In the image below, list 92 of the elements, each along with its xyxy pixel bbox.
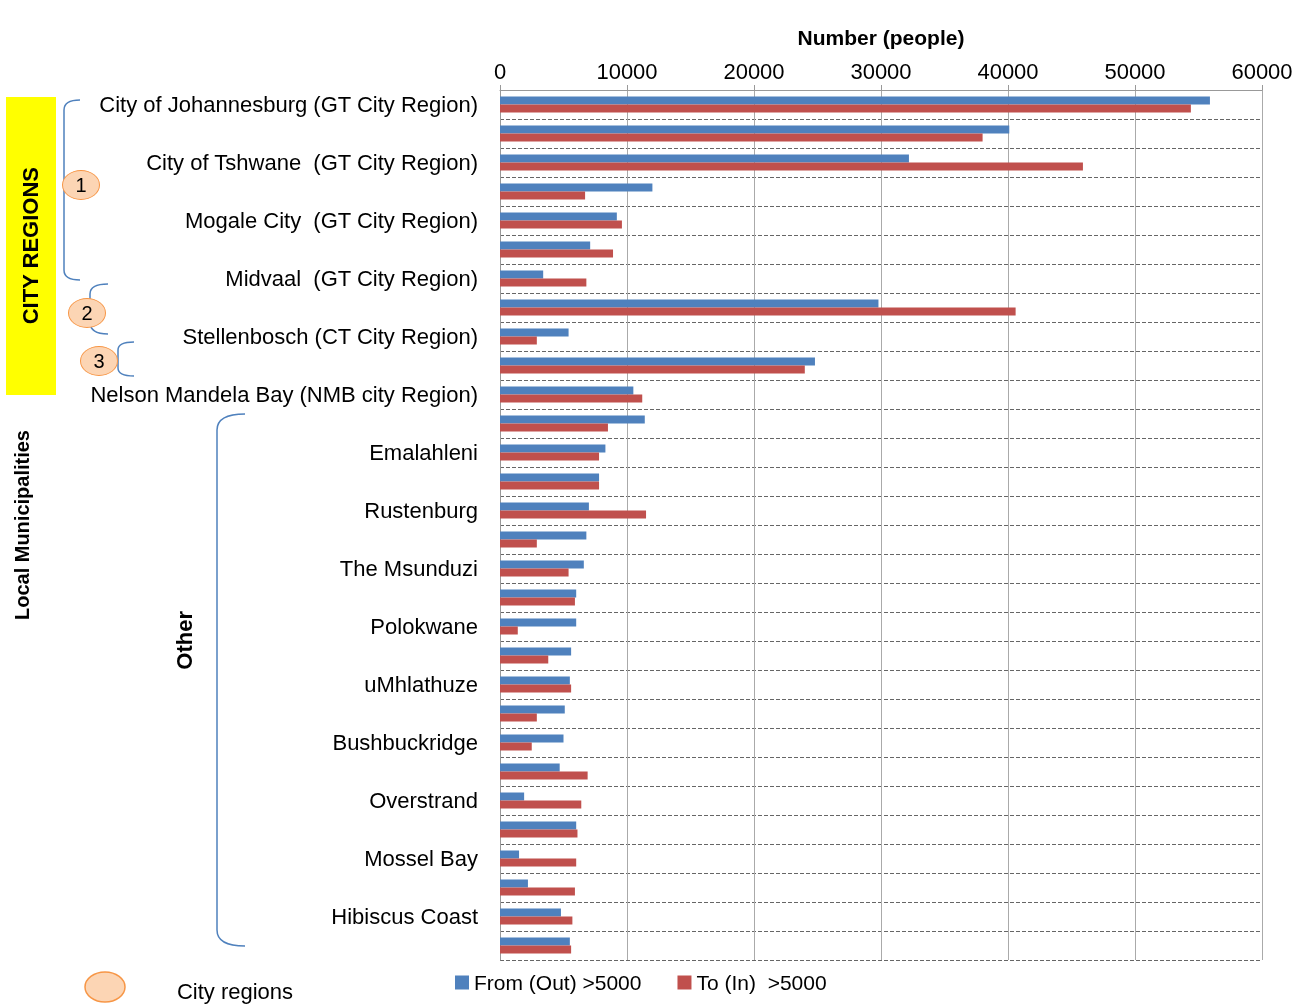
bar — [500, 96, 1210, 105]
text: Other — [172, 610, 198, 670]
bar — [500, 626, 518, 635]
y-tick-label: Bushbuckridge — [332, 730, 478, 755]
y-tick-label: Polokwane — [370, 614, 478, 639]
bar — [500, 879, 528, 888]
bar — [500, 415, 645, 424]
text: Local Municipalities — [10, 429, 34, 621]
bar — [500, 908, 561, 917]
bar — [500, 133, 983, 142]
text: 1 — [75, 173, 87, 197]
y-tick-label: Midvaal (GT City Region) — [225, 266, 478, 291]
bar — [500, 618, 577, 627]
y-tick-label: Stellenbosch (CT City Region) — [182, 324, 478, 349]
bar — [500, 307, 1016, 316]
x-tick-label: 10000 — [596, 58, 658, 84]
bar — [500, 684, 572, 693]
x-tick-label: 60000 — [1231, 58, 1293, 84]
text: 2 — [81, 301, 93, 325]
bar — [500, 328, 569, 337]
bar — [500, 800, 582, 809]
bar — [500, 154, 909, 163]
x-axis-title: Number (people) — [797, 26, 965, 49]
bar — [500, 742, 532, 751]
y-tick-label: Mossel Bay — [364, 846, 478, 871]
x-tick-label: 0 — [493, 58, 507, 84]
bar — [500, 858, 577, 867]
y-tick-label: Rustenburg — [364, 498, 478, 523]
bar — [500, 502, 589, 511]
bar — [500, 299, 879, 308]
bar — [500, 531, 587, 540]
x-tick-label: 20000 — [723, 58, 785, 84]
bar — [500, 278, 587, 287]
bar — [500, 771, 588, 780]
bar — [500, 560, 584, 569]
bar — [500, 539, 537, 548]
y-tick-label: Overstrand — [369, 788, 478, 813]
bar — [500, 191, 586, 200]
bar — [500, 945, 572, 954]
bar — [500, 713, 537, 722]
bar — [500, 444, 606, 453]
bar — [500, 220, 622, 229]
bar — [500, 647, 572, 656]
x-tick-label: 50000 — [1104, 58, 1166, 84]
bar — [500, 104, 1191, 113]
bar — [500, 125, 1010, 134]
text: 3 — [93, 349, 105, 373]
bar — [500, 916, 573, 925]
bar — [500, 249, 614, 258]
bar — [500, 597, 575, 606]
bar — [500, 423, 608, 432]
bar — [500, 183, 653, 192]
y-tick-label: Emalahleni — [369, 440, 478, 465]
bar — [500, 792, 525, 801]
bar — [500, 705, 565, 714]
text: City regions — [176, 979, 294, 1005]
bar — [500, 481, 600, 490]
bar — [500, 887, 575, 896]
y-tick-label: uMhlathuze — [364, 672, 478, 697]
bar — [500, 241, 591, 250]
bar — [500, 510, 647, 519]
bar — [500, 386, 634, 395]
y-tick-label: Hibiscus Coast — [331, 904, 478, 929]
y-tick-label: The Msunduzi — [339, 556, 478, 581]
y-tick-label: City of Johannesburg (GT City Region) — [99, 92, 478, 117]
legend-label: To (In) >5000 — [696, 971, 827, 994]
bar — [500, 589, 577, 598]
bar — [500, 850, 520, 859]
x-tick-label: 30000 — [850, 58, 912, 84]
bar — [500, 655, 549, 664]
bar — [500, 937, 570, 946]
text: CITY REGIONS — [18, 167, 44, 325]
y-tick-label: City of Tshwane (GT City Region) — [146, 150, 478, 175]
bar — [500, 821, 577, 830]
bar — [500, 676, 570, 685]
bar — [500, 829, 578, 838]
bar — [500, 162, 1083, 171]
bar — [500, 357, 815, 366]
bar — [500, 336, 537, 345]
y-tick-label: Nelson Mandela Bay (NMB city Region) — [90, 382, 478, 407]
bar — [500, 270, 544, 279]
bar — [500, 763, 560, 772]
bar — [500, 394, 643, 403]
bar — [500, 212, 617, 221]
bar — [500, 734, 564, 743]
legend-label: From (Out) >5000 — [474, 971, 642, 994]
bar — [500, 452, 600, 461]
bar — [500, 568, 569, 577]
bar — [500, 473, 600, 482]
x-tick-label: 40000 — [977, 58, 1039, 84]
bar — [500, 365, 805, 374]
y-tick-label: Mogale City (GT City Region) — [184, 208, 478, 233]
